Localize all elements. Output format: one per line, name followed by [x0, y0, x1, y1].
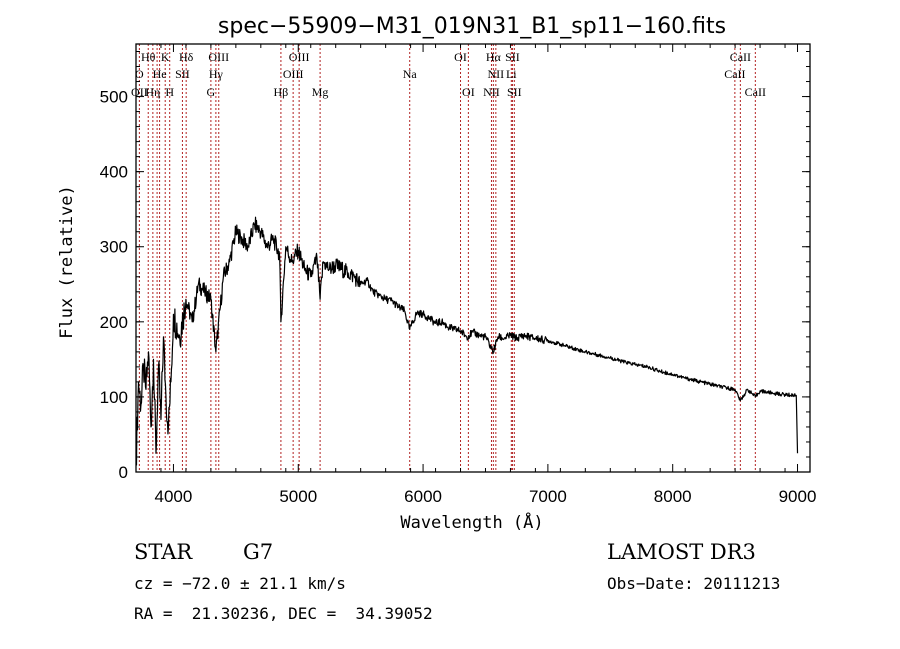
x-tick-label: 9000 [779, 487, 817, 506]
observation-date: Obs−Date: 20111213 [607, 574, 781, 593]
x-tick-label: 6000 [404, 487, 442, 506]
x-axis-label: Wavelength (Å) [400, 511, 543, 533]
line-label: SII [175, 67, 190, 81]
line-label: Hδ [179, 50, 194, 64]
line-label: Hη [145, 85, 160, 99]
line-label: OII [131, 85, 148, 99]
line-label: SII [505, 50, 520, 64]
line-label: SII [507, 85, 522, 99]
y-tick-label: 200 [100, 313, 128, 332]
x-tick-label: 8000 [654, 487, 692, 506]
line-label: OI [462, 85, 475, 99]
chart-title: spec−55909−M31_019N31_B1_sp11−160.fits [218, 14, 726, 39]
line-label: Li [506, 67, 517, 81]
x-tick-label: 5000 [279, 487, 317, 506]
y-tick-label: 0 [119, 463, 128, 482]
line-label: Mg [312, 85, 329, 99]
spectrum-line [135, 216, 799, 466]
y-tick-label: 500 [100, 88, 128, 107]
line-label: CaII [724, 67, 745, 81]
line-label: G [207, 85, 216, 99]
line-label: OIII [283, 67, 304, 81]
line-label: OI [454, 50, 467, 64]
line-label: Hβ [274, 85, 289, 99]
line-label: NII [488, 67, 505, 81]
line-label: CaII [745, 85, 766, 99]
x-tick-label: 4000 [155, 487, 193, 506]
y-tick-label: 400 [100, 163, 128, 182]
line-label: Hθ [141, 50, 156, 64]
line-label: Hα [486, 50, 502, 64]
object-class: STAR [134, 540, 193, 564]
survey-name: LAMOST DR3 [607, 540, 756, 564]
object-subclass: G7 [243, 540, 274, 564]
plot-frame [135, 43, 811, 473]
y-tick-label: 100 [100, 388, 128, 407]
line-label: NII [483, 85, 500, 99]
line-label: O [135, 67, 144, 81]
coordinates: RA = 21.30236, DEC = 34.39052 [134, 604, 433, 623]
line-label: OIII [208, 50, 229, 64]
axis-ticks: 4000 5000 6000 7000 8000 9000 0 100 200 300 400 500 [100, 44, 817, 506]
y-axis-label: Flux (relative) [57, 185, 77, 339]
line-label: Na [403, 67, 418, 81]
y-tick-label: 300 [100, 238, 128, 257]
x-tick-label: 7000 [529, 487, 567, 506]
line-label: Hγ [209, 67, 224, 81]
redshift-value: cz = −72.0 ± 21.1 km/s [134, 574, 346, 593]
line-label: H [165, 85, 174, 99]
line-label: CaII [730, 50, 751, 64]
line-label: He [153, 67, 167, 81]
line-label: OIII [289, 50, 310, 64]
line-label: K [161, 50, 170, 64]
